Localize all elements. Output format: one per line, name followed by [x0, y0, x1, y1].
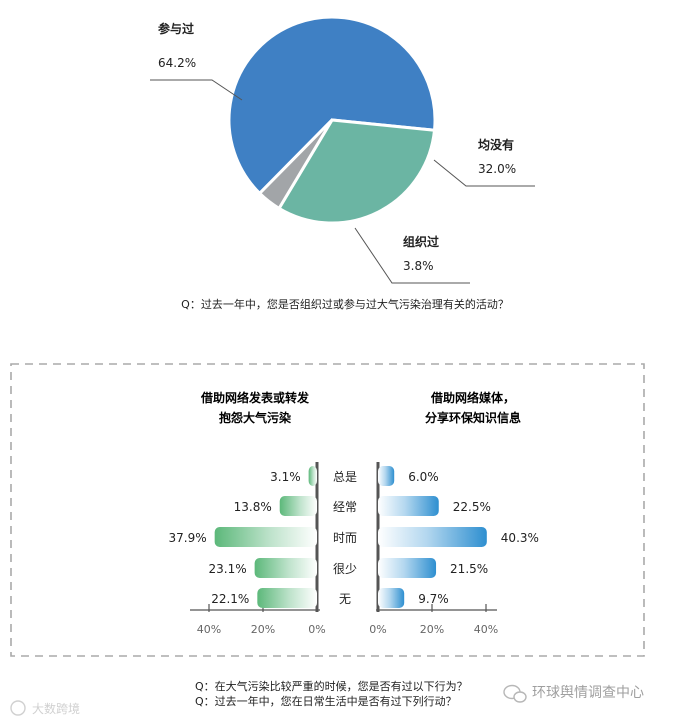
- right-bar: [378, 527, 487, 547]
- left-bar: [254, 558, 317, 578]
- category-label: 经常: [333, 500, 357, 514]
- watermark-left-text: 大数跨境: [32, 701, 80, 716]
- pie-slice-label: 参与过: [158, 21, 194, 36]
- pie-slice-value: 3.8%: [403, 259, 434, 273]
- left-axis-tick-label: 20%: [251, 623, 275, 636]
- left-bar: [308, 466, 317, 486]
- pie-leader-line: [354, 227, 470, 284]
- butterfly-bar-chart: 40% 20% 0% 0% 20% 40% 总是 3.1% 6.0% 经常 13.8% 22.5% 时而…: [169, 462, 539, 636]
- left-bar-value-label: 3.1%: [270, 470, 301, 484]
- pie-slice: [257, 118, 334, 211]
- right-axis-tick-label: 0%: [369, 623, 386, 636]
- pie-leader-line: [150, 79, 243, 101]
- pie-slice-value: 64.2%: [158, 56, 196, 70]
- left-bar-value-label: 13.8%: [234, 500, 272, 514]
- right-axis-tick-label: 20%: [420, 623, 444, 636]
- left-bar-value-label: 37.9%: [169, 531, 207, 545]
- watermark-logo-icon: [10, 700, 26, 716]
- right-bar: [378, 588, 405, 608]
- right-bar: [378, 466, 395, 486]
- wechat-icon: [503, 684, 527, 703]
- left-bar: [257, 588, 317, 608]
- pie-labels: 参与过 64.2% 均没有 32.0% 组织过 3.8%: [150, 21, 535, 284]
- watermark-left: 大数跨境: [10, 700, 80, 716]
- left-axis-tick-label: 0%: [308, 623, 325, 636]
- right-bar-value-label: 6.0%: [408, 470, 439, 484]
- pie-leader-line: [433, 159, 535, 187]
- right-bar: [378, 558, 437, 578]
- bar-question-caption-2: Q：过去一年中，您在日常生活中是否有过下列行动？: [195, 694, 457, 708]
- right-bar-value-label: 9.7%: [418, 592, 449, 606]
- right-axis-tick-label: 40%: [474, 623, 498, 636]
- left-axis-tick-label: 40%: [197, 623, 221, 636]
- left-bar-value-label: 23.1%: [209, 562, 247, 576]
- right-bar-value-label: 22.5%: [453, 500, 491, 514]
- right-bar-value-label: 21.5%: [450, 562, 488, 576]
- pie-slice-label: 均没有: [478, 137, 514, 152]
- pie-slice-value: 32.0%: [478, 162, 516, 176]
- category-label: 很少: [333, 562, 357, 576]
- pie-chart: [227, 15, 437, 225]
- right-series-title-line1: 借助网络媒体，: [430, 390, 515, 405]
- category-label: 总是: [333, 470, 357, 484]
- right-bar: [378, 496, 439, 516]
- bar-question-caption-1: Q：在大气污染比较严重的时候，您是否有过以下行为？: [195, 679, 468, 693]
- pie-slice-label: 组织过: [403, 234, 439, 249]
- left-bar-value-label: 22.1%: [211, 592, 249, 606]
- watermark-right-text: 环球舆情调查中心: [532, 685, 644, 701]
- right-series-title-line2: 分享环保知识信息: [425, 410, 521, 425]
- watermark-right: 环球舆情调查中心: [503, 684, 644, 703]
- pie-slice: [227, 15, 437, 196]
- category-label: 时而: [333, 531, 357, 545]
- category-label: 无: [339, 592, 351, 606]
- left-series-title-line1: 借助网络发表或转发: [200, 390, 310, 405]
- bar-panel-frame: [10, 363, 645, 657]
- left-bar: [214, 527, 317, 547]
- left-series-title-line2: 抱怨大气污染: [219, 410, 292, 425]
- left-bar: [279, 496, 317, 516]
- right-bar-value-label: 40.3%: [501, 531, 539, 545]
- pie-question-caption: Q：过去一年中，您是否组织过或参与过大气污染治理有关的活动？: [181, 297, 509, 311]
